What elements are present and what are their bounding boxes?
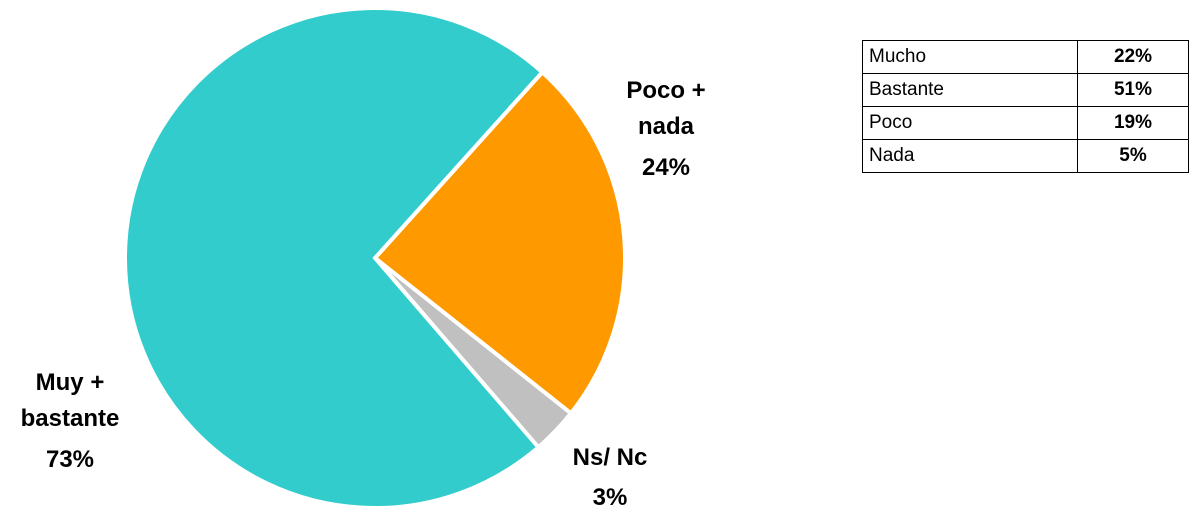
value-label: 24% [642, 154, 690, 181]
table-row: Mucho 22% [862, 40, 1189, 74]
label-line: nada [638, 113, 695, 140]
value-label: 73% [46, 446, 94, 473]
label-line: Poco + [626, 77, 705, 104]
table-row: Poco 19% [862, 106, 1189, 140]
table-value: 22% [1077, 40, 1189, 74]
table-value: 19% [1077, 106, 1189, 140]
chart: Poco + nada 24% Ns/ Nc 3% Muy + bastante 73% [21, 6, 706, 511]
value-label: 3% [593, 484, 628, 511]
label-line: Muy + [36, 369, 105, 396]
label-line: Ns/ Nc [573, 444, 648, 471]
table-label: Bastante [862, 73, 1078, 107]
table-label: Nada [862, 139, 1078, 173]
data-table: Mucho 22% Bastante 51% Poco 19% Nada 5% [862, 40, 1189, 173]
table-label: Mucho [862, 40, 1078, 74]
table-row: Nada 5% [862, 139, 1189, 173]
table-value: 5% [1077, 139, 1189, 173]
table-row: Bastante 51% [862, 73, 1189, 107]
slice-label: Poco + nada [626, 77, 705, 140]
label-line: bastante [21, 405, 120, 432]
pie-slice [123, 6, 546, 510]
slice-label: Ns/ Nc [573, 444, 648, 471]
table-value: 51% [1077, 73, 1189, 107]
table-label: Poco [862, 106, 1078, 140]
pie-slice [372, 69, 627, 417]
slice-label: Muy + bastante [21, 369, 120, 432]
